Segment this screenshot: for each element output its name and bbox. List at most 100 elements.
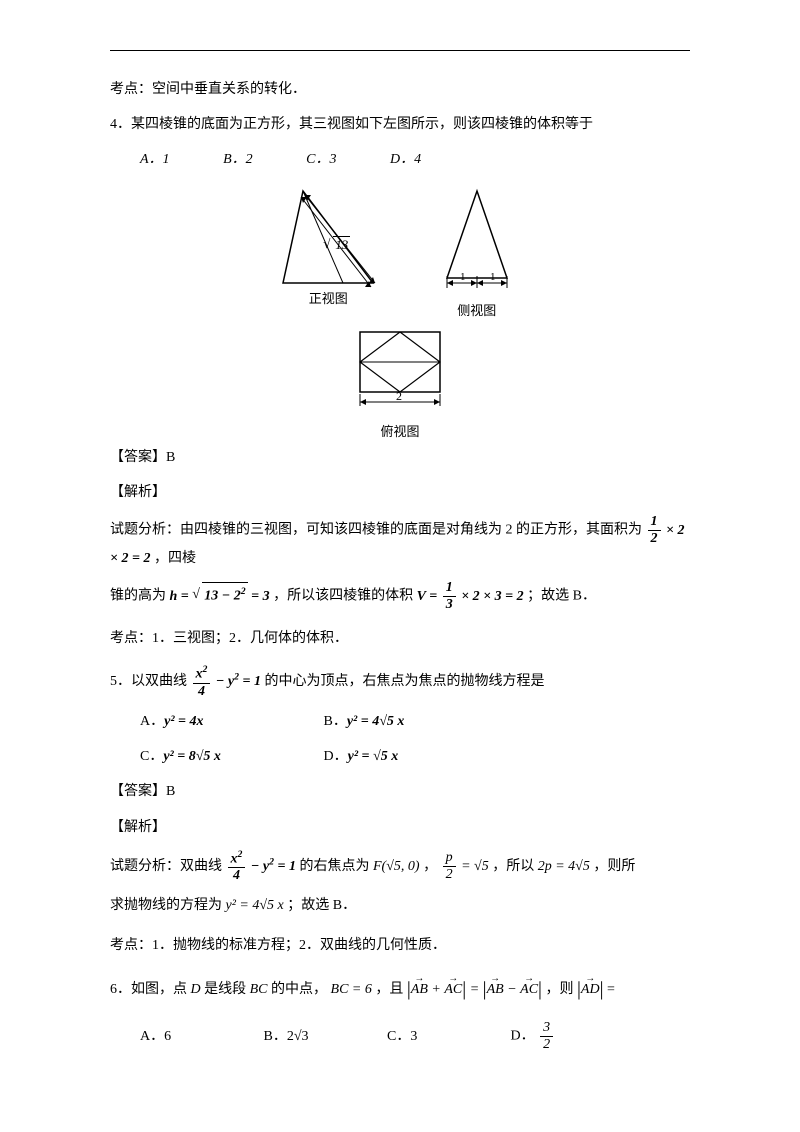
q6-D: D bbox=[191, 982, 201, 997]
q4-l2c: ；故选 B． bbox=[527, 589, 596, 604]
svg-text:1: 1 bbox=[460, 271, 466, 283]
hyp2-y: − y bbox=[251, 859, 269, 874]
vec-ac1: AC bbox=[444, 977, 462, 1002]
q4-analysis-label: 【解析】 bbox=[110, 480, 690, 505]
q6-opt-c: C．3 bbox=[387, 1024, 507, 1049]
hyp-4: 4 bbox=[193, 684, 211, 699]
vec-ad: AD bbox=[581, 977, 600, 1002]
hyp-x: x bbox=[196, 667, 203, 682]
q6-BC: BC bbox=[250, 982, 268, 997]
p-num: p bbox=[443, 851, 456, 867]
q5-a1: 试题分析：双曲线 bbox=[110, 859, 222, 874]
h-eq: h = bbox=[170, 589, 189, 604]
h-sup: 2 bbox=[241, 586, 246, 597]
frac-den: 2 bbox=[648, 531, 661, 546]
q4-opt-b: B．2 bbox=[223, 147, 253, 172]
q4-opt-c: C．3 bbox=[306, 147, 336, 172]
hyp-y: − y bbox=[216, 674, 234, 689]
q4-l2b: ，所以该四棱锥的体积 bbox=[273, 589, 413, 604]
hyp2-y2: 2 bbox=[269, 856, 274, 867]
v-rest: × 2 × 3 = 2 bbox=[461, 589, 523, 604]
q5-stem-b: 的中心为顶点，右焦点为焦点的抛物线方程是 bbox=[265, 674, 545, 689]
hyp-eq1: = 1 bbox=[243, 674, 261, 689]
q6-f: = bbox=[607, 982, 615, 997]
q5-opt-c: C．y² = 8√5 x bbox=[140, 744, 320, 769]
hyp-y2: 2 bbox=[234, 672, 239, 683]
q4-analysis-1: 试题分析：由四棱锥的三视图，可知该四棱锥的底面是对角线为 2 的正方形，其面积为… bbox=[110, 515, 690, 571]
topic-line: 考点：空间中垂直关系的转化． bbox=[110, 77, 690, 102]
q5-a6: ；故选 B． bbox=[287, 898, 356, 913]
p-den: 2 bbox=[443, 867, 456, 882]
top-view-svg: 2 bbox=[340, 324, 460, 414]
q4-l2a: 锥的高为 bbox=[110, 589, 166, 604]
q5-opt-d: D．y² = √5 x bbox=[324, 744, 399, 769]
svg-text:1: 1 bbox=[490, 271, 496, 283]
frac-num: 1 bbox=[648, 515, 661, 531]
q5-analysis-1: 试题分析：双曲线 x24 − y2 = 1 的右焦点为 F(√5, 0) ， p… bbox=[110, 850, 690, 884]
q6-opt-a: A．6 bbox=[140, 1024, 260, 1049]
q5-a2: 的右焦点为 bbox=[300, 859, 370, 874]
q6-c: 的中点， bbox=[271, 982, 327, 997]
page: 考点：空间中垂直关系的转化． 4．某四棱锥的底面为正方形，其三视图如下左图所示，… bbox=[0, 0, 800, 1132]
q5-analysis-label: 【解析】 bbox=[110, 815, 690, 840]
h-eq3: = 3 bbox=[251, 589, 269, 604]
v-num: 1 bbox=[443, 581, 456, 597]
q5-opt-b: B．y² = 4√5 x bbox=[324, 709, 405, 734]
side-view-label: 侧视图 bbox=[427, 300, 527, 319]
q5-answer: 【答案】B bbox=[110, 779, 690, 804]
hyp2-eq1: = 1 bbox=[278, 859, 296, 874]
hyp2-x2: 2 bbox=[238, 849, 243, 860]
q5-comma: ， bbox=[423, 859, 437, 874]
q6-d: ，且 bbox=[375, 982, 403, 997]
d-num: 3 bbox=[540, 1021, 553, 1037]
q6-opt-b: B．2√3 bbox=[264, 1024, 384, 1049]
q5-a4: ，则所 bbox=[593, 859, 635, 874]
v-eq: V = bbox=[417, 589, 438, 604]
q5-stem-a: 5．以双曲线 bbox=[110, 674, 187, 689]
q5-kp: 考点：1．抛物线的标准方程；2．双曲线的几何性质． bbox=[110, 933, 690, 958]
p-eq: = √5 bbox=[461, 859, 489, 874]
q4-analysis-2: 锥的高为 h = 13 − 22 = 3 ，所以该四棱锥的体积 V = 13 ×… bbox=[110, 581, 690, 612]
q4-opt-d: D．4 bbox=[390, 147, 421, 172]
q4-kp: 考点：1．三视图；2．几何体的体积． bbox=[110, 626, 690, 651]
hyp2-4: 4 bbox=[228, 868, 246, 883]
vec-ac2: AC bbox=[520, 977, 538, 1002]
q5-options: A．y² = 4x B．y² = 4√5 x C．y² = 8√5 x D．y²… bbox=[110, 709, 690, 769]
q5-stem: 5．以双曲线 x24 − y2 = 1 的中心为顶点，右焦点为焦点的抛物线方程是 bbox=[110, 665, 690, 699]
q4-anal-prefix: 试题分析：由四棱锥的三视图，可知该四棱锥的底面是对角线为 2 的正方形，其面积为 bbox=[110, 523, 642, 538]
q6-stem: 6．如图，点 D 是线段 BC 的中点， BC = 6 ，且 AB + AC =… bbox=[110, 972, 690, 1007]
vec-ab2: AB bbox=[487, 977, 504, 1002]
q4-stem: 4．某四棱锥的底面为正方形，其三视图如下左图所示，则该四棱锥的体积等于 bbox=[110, 112, 690, 137]
top-rule bbox=[110, 50, 690, 51]
q5-focus: F(√5, 0) bbox=[373, 859, 420, 874]
q6-b: 是线段 bbox=[204, 982, 246, 997]
svg-text:2: 2 bbox=[396, 389, 402, 403]
q5-a5: 求抛物线的方程为 bbox=[110, 898, 222, 913]
q6-options: A．6 B．2√3 C．3 D． 32 bbox=[110, 1021, 690, 1052]
q6-e: ，则 bbox=[545, 982, 573, 997]
q6-opt-d: D． 32 bbox=[511, 1021, 556, 1052]
hyp2-x: x bbox=[231, 851, 238, 866]
v-den: 3 bbox=[443, 597, 456, 612]
q4-anal-mid: ，四棱 bbox=[154, 551, 196, 566]
q4-answer: 【答案】B bbox=[110, 445, 690, 470]
front-sqrt13: 13 bbox=[333, 236, 350, 253]
q6-bc6: BC = 6 bbox=[331, 982, 372, 997]
q5-final: y² = 4√5 x bbox=[226, 898, 284, 913]
q4-options: A．1 B．2 C．3 D．4 bbox=[110, 147, 690, 172]
hyp-x2: 2 bbox=[203, 664, 208, 675]
d-den: 2 bbox=[540, 1037, 553, 1052]
side-view-svg: 1 1 bbox=[427, 183, 527, 293]
q5-a3: ，所以 bbox=[492, 859, 534, 874]
q4-figures: 13 正视图 1 1 侧视图 bbox=[110, 183, 690, 440]
q5-opt-a: A．y² = 4x bbox=[140, 709, 320, 734]
top-view-label: 俯视图 bbox=[340, 421, 460, 440]
q4-opt-a: A．1 bbox=[140, 147, 170, 172]
front-view: 13 正视图 bbox=[273, 183, 383, 307]
side-view: 1 1 侧视图 bbox=[427, 183, 527, 319]
q5-analysis-2: 求抛物线的方程为 y² = 4√5 x ；故选 B． bbox=[110, 893, 690, 918]
vec-ab1: AB bbox=[411, 977, 428, 1002]
q6-a: 6．如图，点 bbox=[110, 982, 187, 997]
top-view: 2 俯视图 bbox=[340, 324, 460, 440]
h-rad: 13 − 2 bbox=[204, 589, 240, 604]
